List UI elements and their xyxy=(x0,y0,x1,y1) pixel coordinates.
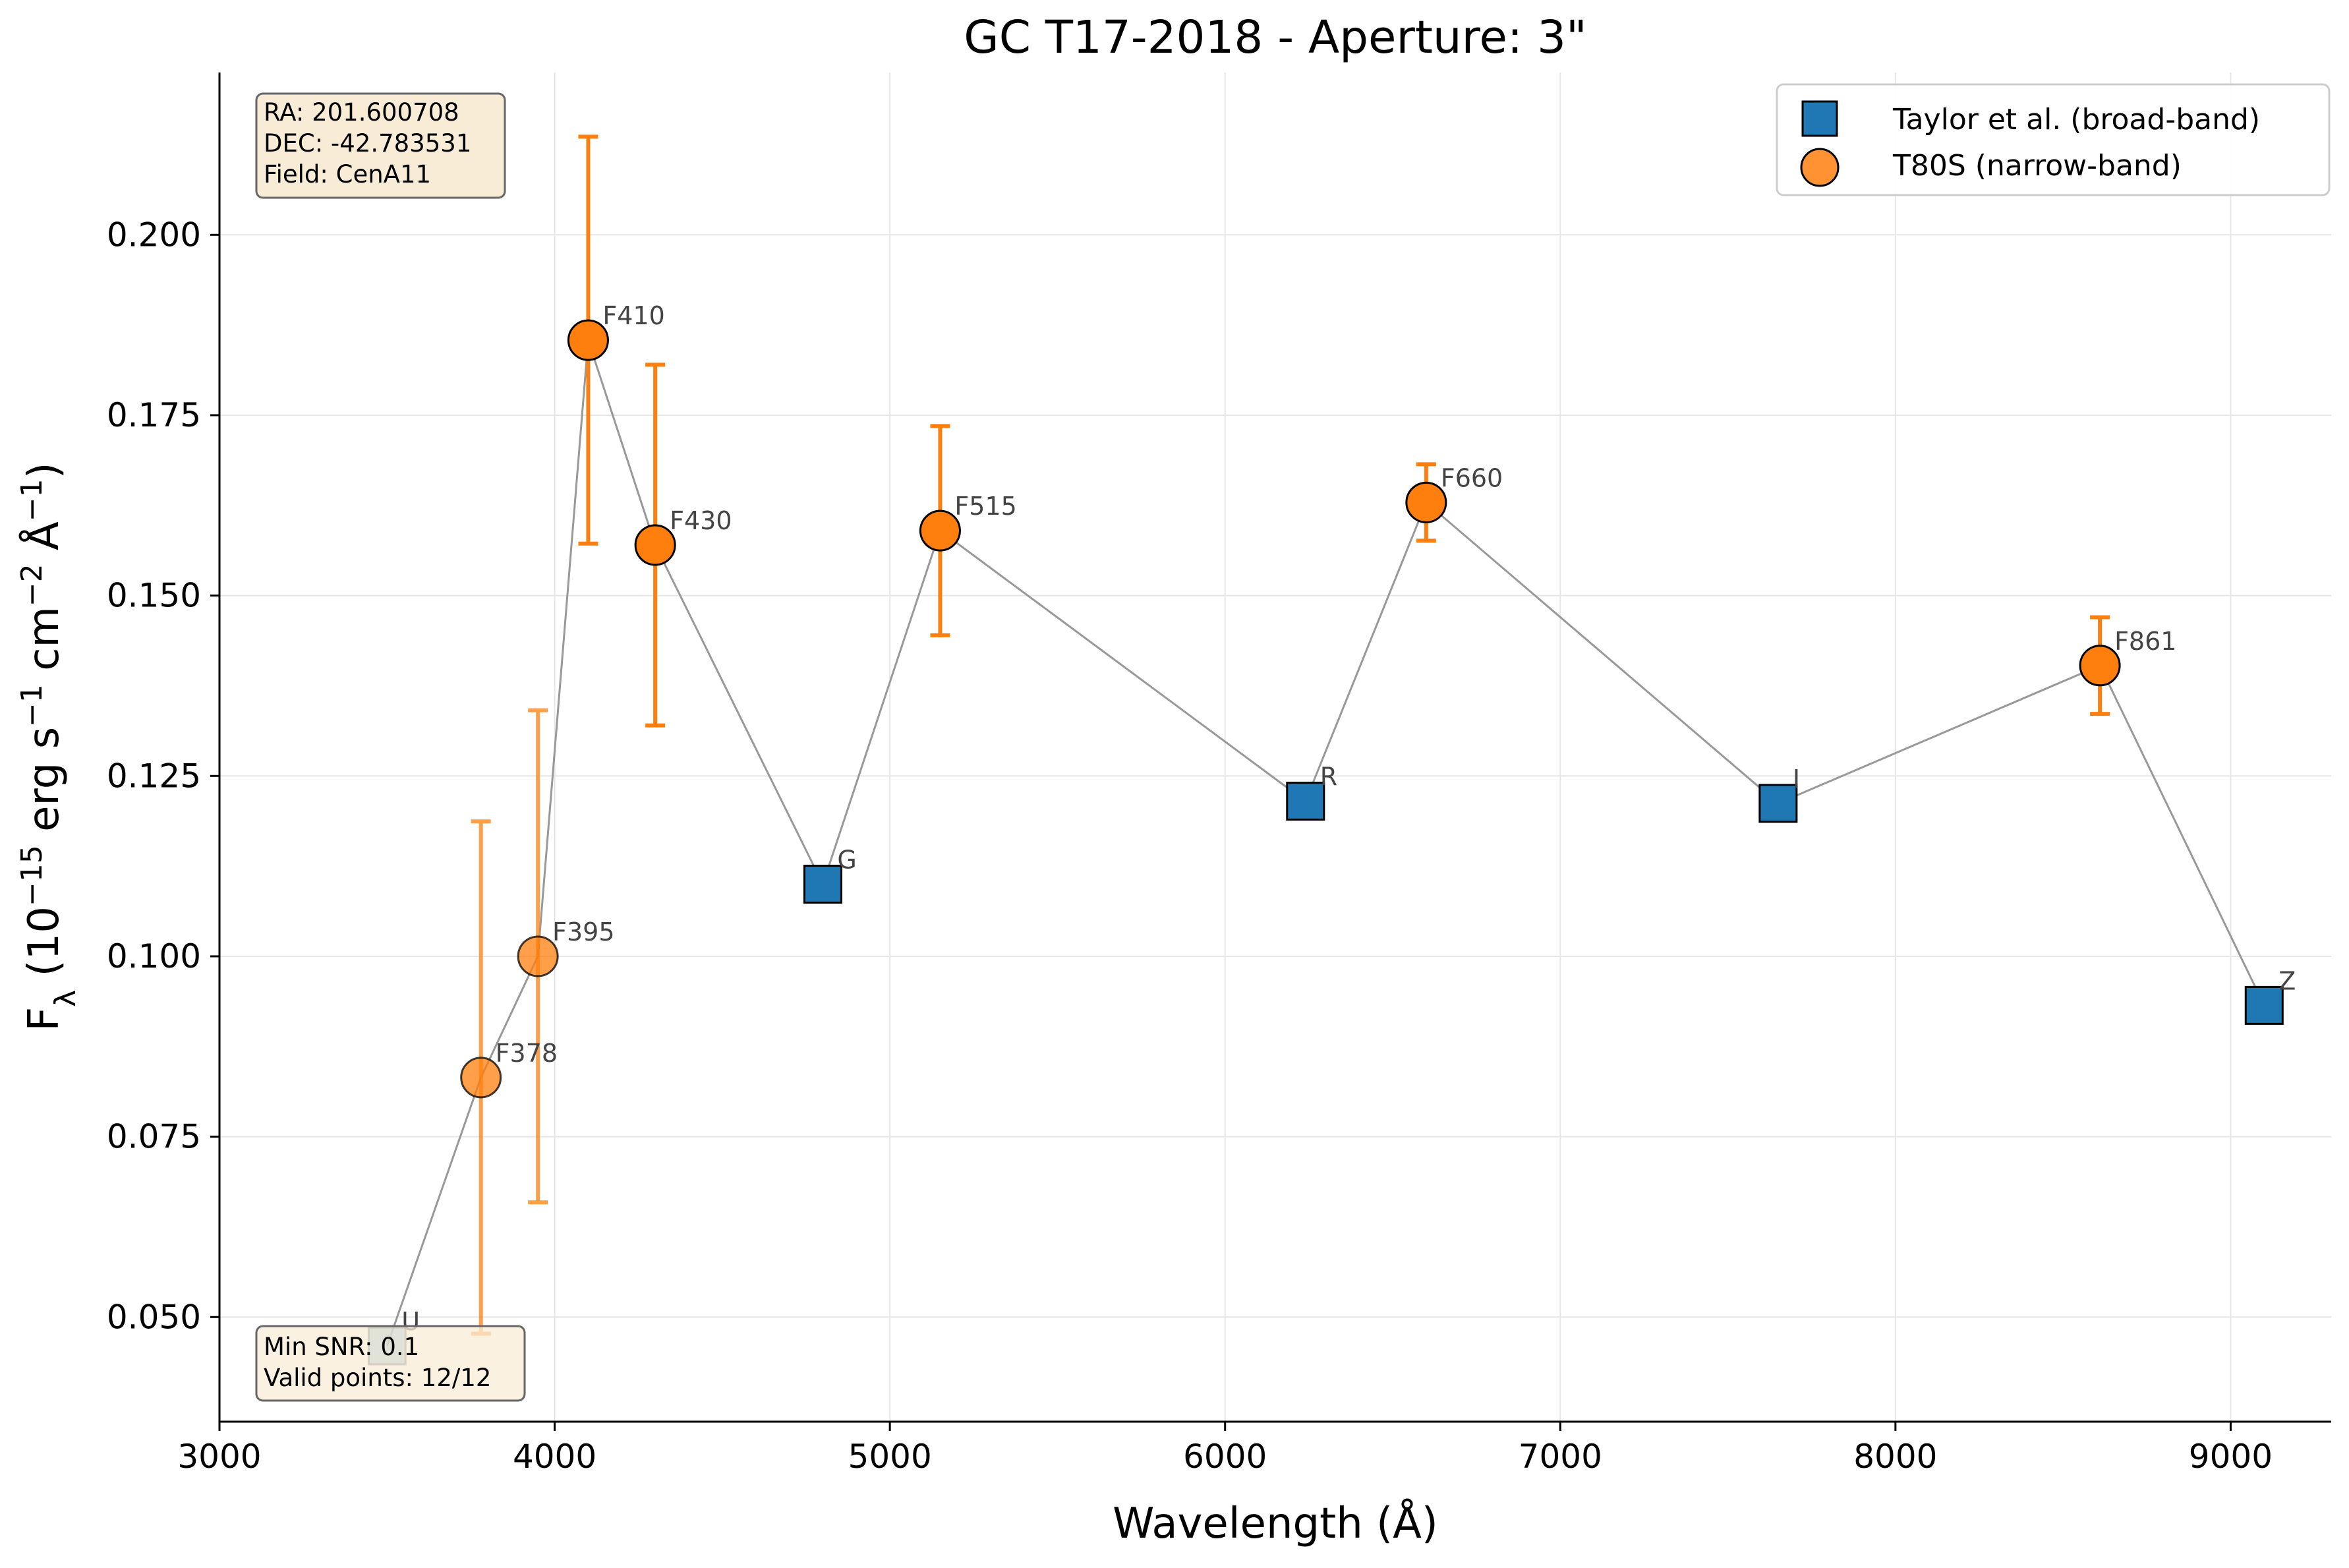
narrow-band-point xyxy=(919,509,961,552)
point-label: I xyxy=(1793,765,1800,794)
point-label: F378 xyxy=(496,1039,558,1068)
legend-entry-label: Taylor et al. (broad-band) xyxy=(1892,103,2260,136)
stats-box-line: Valid points: 12/12 xyxy=(264,1364,491,1392)
y-tick-label: 0.200 xyxy=(107,216,201,254)
sed-connector-line xyxy=(386,339,2265,1347)
point-label: F410 xyxy=(602,301,664,330)
legend-broad-band-marker xyxy=(1801,100,1838,137)
narrow-band-point xyxy=(2079,645,2121,687)
info-box-line: DEC: -42.783531 xyxy=(264,129,471,158)
point-label: F660 xyxy=(1441,463,1503,492)
x-tick-label: 3000 xyxy=(177,1437,261,1476)
broad-band-point xyxy=(1758,784,1798,823)
y-tick-label: 0.075 xyxy=(107,1118,201,1156)
info-box-line: RA: 201.600708 xyxy=(264,98,459,127)
narrow-band-point xyxy=(634,524,676,566)
stats-box: Min SNR: 0.1 Valid points: 12/12 xyxy=(255,1325,526,1402)
broad-band-point xyxy=(803,864,842,904)
legend-entry-label: T80S (narrow-band) xyxy=(1892,149,2182,183)
point-label: Z xyxy=(2278,966,2296,995)
info-box-line: Field: CenA11 xyxy=(264,160,431,189)
broad-band-point xyxy=(2244,985,2284,1025)
x-tick-label: 6000 xyxy=(1183,1437,1267,1476)
x-tick-label: 4000 xyxy=(513,1437,596,1476)
y-tick-label: 0.050 xyxy=(107,1298,201,1336)
legend: Taylor et al. (broad-band) T80S (narrow-b… xyxy=(1776,83,2331,196)
legend-narrow-band-marker xyxy=(1800,148,1840,187)
x-tick-label: 5000 xyxy=(848,1437,932,1476)
chart-title: GC T17-2018 - Aperture: 3" xyxy=(964,11,1587,64)
stats-box-line: Min SNR: 0.1 xyxy=(264,1333,419,1361)
x-axis-label: Wavelength (Å) xyxy=(1113,1498,1438,1548)
point-label: F515 xyxy=(954,492,1016,521)
point-label: G xyxy=(837,845,856,874)
broad-band-point xyxy=(1286,782,1325,821)
point-label: F861 xyxy=(2114,627,2176,656)
y-axis-label: Fλ (10−15 erg s−1 cm−2 Å−1) xyxy=(15,462,82,1031)
x-tick-label: 8000 xyxy=(1853,1437,1937,1476)
point-label: F430 xyxy=(670,506,732,535)
narrow-band-point xyxy=(567,319,609,361)
y-tick-label: 0.100 xyxy=(107,937,201,975)
x-tick-label: 7000 xyxy=(1519,1437,1602,1476)
x-tick-label: 9000 xyxy=(2189,1437,2273,1476)
narrow-band-point xyxy=(517,935,559,977)
y-tick-label: 0.125 xyxy=(107,757,201,795)
y-tick-label: 0.150 xyxy=(107,577,201,615)
point-label: R xyxy=(1320,763,1337,792)
y-tick-label: 0.175 xyxy=(107,396,201,434)
point-label: F395 xyxy=(552,917,614,946)
narrow-band-point xyxy=(1405,481,1447,523)
narrow-band-point xyxy=(460,1057,502,1099)
